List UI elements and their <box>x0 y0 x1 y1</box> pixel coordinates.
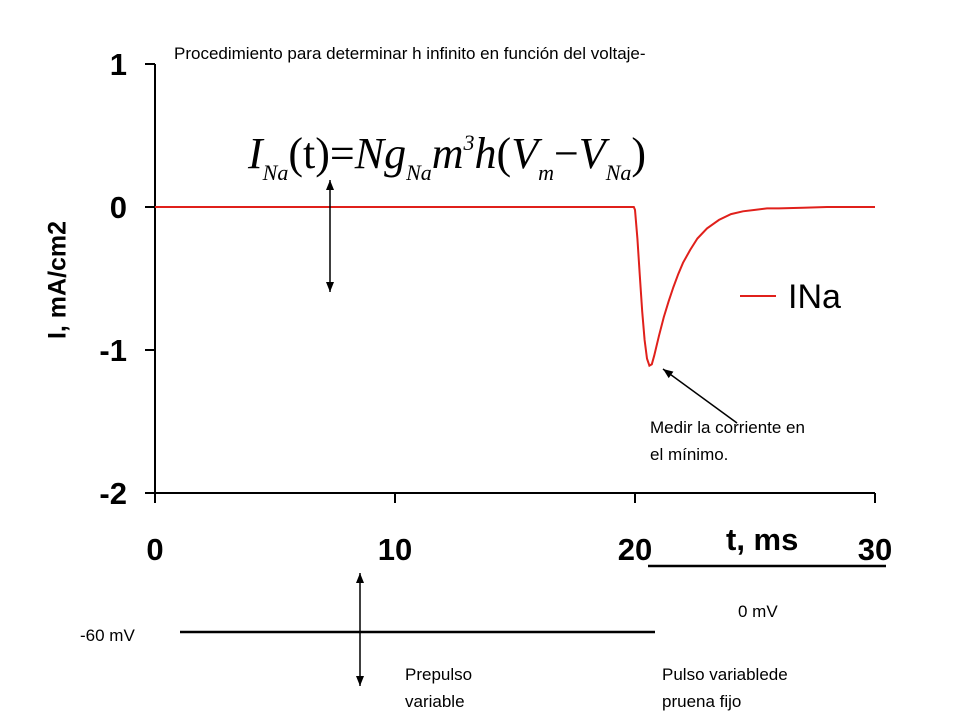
formula-v1-sub: m <box>538 160 554 185</box>
legend-swatch <box>740 295 776 297</box>
formula-g-sub: Na <box>406 160 432 185</box>
prepulse-amplitude-arrow <box>326 180 334 292</box>
formula-g: g <box>384 129 407 178</box>
tick-labels: 10-1-20 10 20 30 <box>99 47 892 567</box>
formula-open-paren: ( <box>496 129 512 178</box>
legend-label-ina: INa <box>788 278 841 316</box>
formula-v1: V <box>511 129 539 178</box>
y-axis-label: I, mA/cm2 <box>43 220 72 340</box>
y-tick-label: 1 <box>110 47 127 82</box>
formula-i: I <box>248 129 263 178</box>
x-tick-label: 0 <box>146 532 163 567</box>
minimum-note: Medir la corriente en el mínimo. <box>650 414 805 468</box>
ina-formula: INa(t)=NgNam3h(Vm−VNa) <box>248 118 646 198</box>
pulse-note-line-1: Pulso variablede <box>662 665 788 684</box>
arrow-head <box>326 282 334 292</box>
minimum-note-line-1: Medir la corriente en <box>650 418 805 437</box>
formula-equals: = <box>329 129 355 178</box>
formula-n: N <box>354 129 385 178</box>
minimum-note-line-2: el mínimo. <box>650 445 729 464</box>
x-tick-label: 30 <box>858 532 892 567</box>
test-voltage-label: 0 mV <box>738 602 778 621</box>
formula-v2: V <box>578 129 606 178</box>
protocol-prepulse-arrow <box>356 573 364 686</box>
x-tick-label: 20 <box>618 532 652 567</box>
annotation-arrows <box>326 180 738 686</box>
arrow-head <box>356 676 364 686</box>
prepulse-note-line-1: Prepulso <box>405 665 473 684</box>
formula-close-paren: ) <box>631 129 647 178</box>
x-axis-label: t, ms <box>726 522 799 557</box>
figure-title: Procedimiento para determinar h infinito… <box>174 44 646 63</box>
arrow-head <box>326 180 334 190</box>
formula-m-sup: 3 <box>463 130 475 155</box>
y-tick-label: -1 <box>99 333 127 368</box>
ina-trace <box>155 206 875 368</box>
y-tick-label: -2 <box>99 476 127 511</box>
prepulse-note-line-2: variable <box>405 692 465 711</box>
arrow-head <box>356 573 364 583</box>
arrow-shaft <box>662 368 738 424</box>
voltage-protocol-lines <box>180 564 886 634</box>
formula-h: h <box>474 129 497 178</box>
pulse-note: Pulso variablede pruena fijo <box>662 661 788 715</box>
holding-voltage-label: -60 mV <box>80 626 135 645</box>
arrow-head <box>663 369 674 379</box>
formula-minus: − <box>553 129 579 178</box>
formula-m: m <box>431 129 464 178</box>
formula-lhs-arg: (t) <box>288 129 330 178</box>
pulse-note-line-2: pruena fijo <box>662 692 742 711</box>
formula-i-sub: Na <box>262 160 289 185</box>
prepulse-note: Prepulso variable <box>405 661 472 715</box>
chart-axes <box>145 63 876 503</box>
formula-v2-sub: Na <box>605 160 632 185</box>
x-tick-label: 10 <box>378 532 412 567</box>
minimum-pointer-arrow <box>662 368 738 424</box>
y-tick-label: 0 <box>110 190 127 225</box>
